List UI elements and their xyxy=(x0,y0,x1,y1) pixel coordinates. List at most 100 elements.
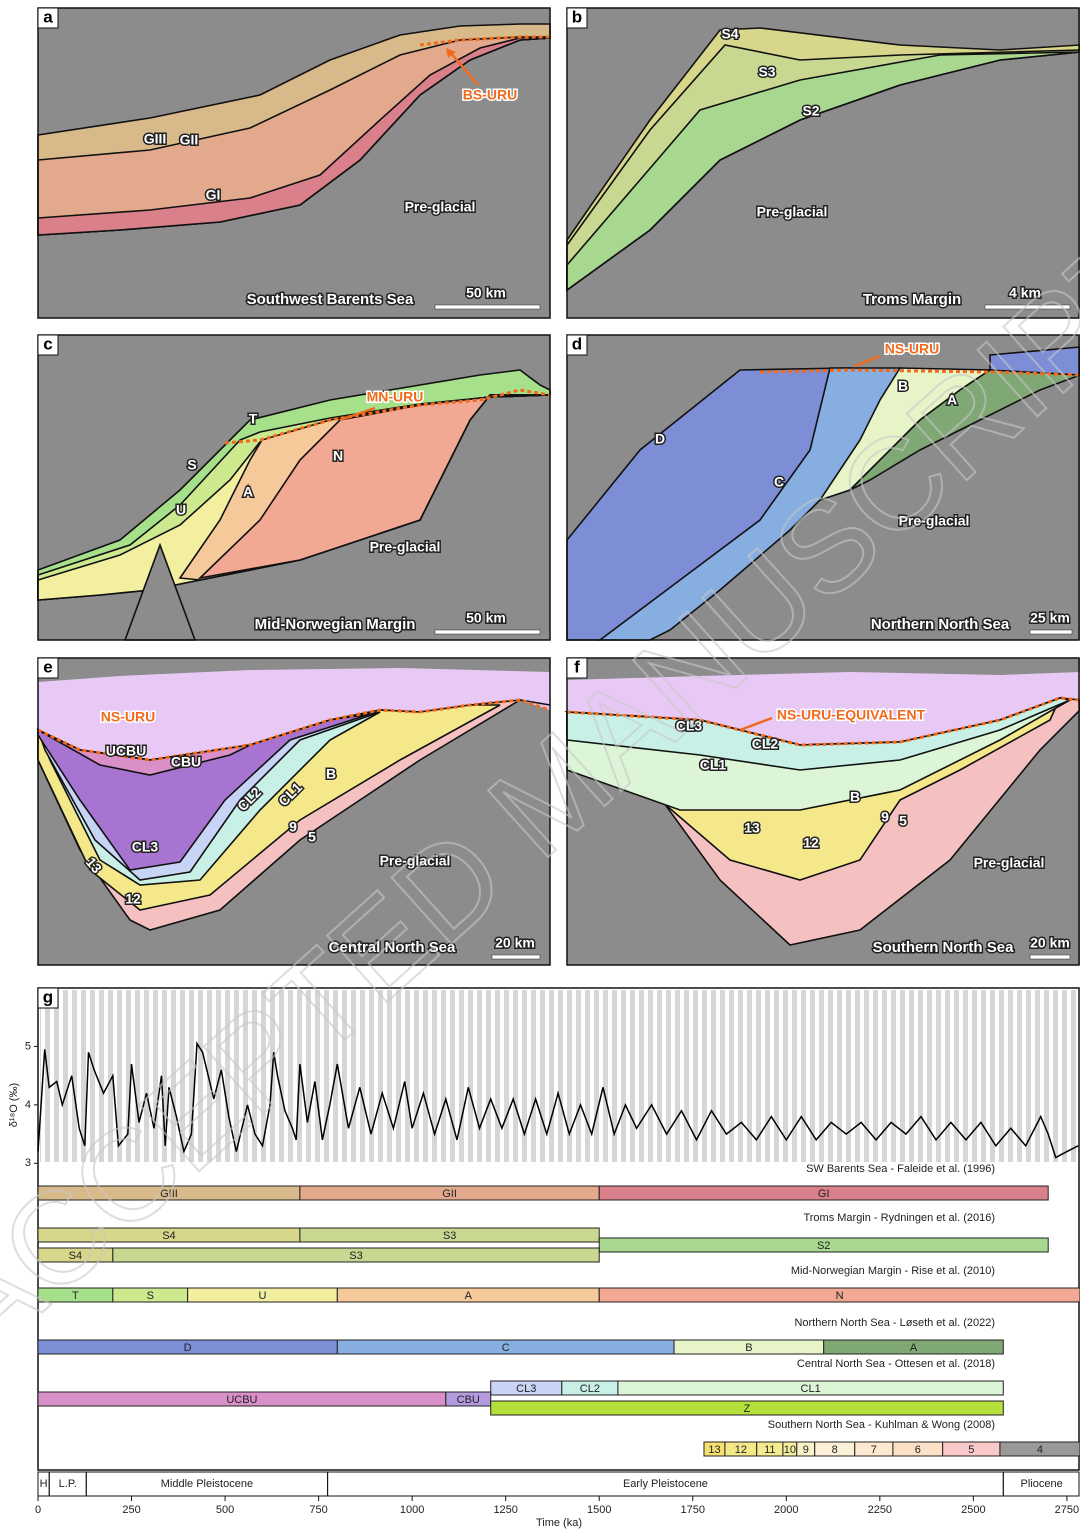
unit-bar-label: C xyxy=(502,1342,510,1354)
x-tick-label: 500 xyxy=(216,1504,234,1516)
unit-bar-label: 12 xyxy=(735,1444,747,1456)
x-tick-label: 2500 xyxy=(961,1504,985,1516)
x-tick-label: 1000 xyxy=(400,1504,424,1516)
unit-label: CL1 xyxy=(700,757,727,773)
panel-letter: b xyxy=(572,7,582,26)
scale-label: 20 km xyxy=(1030,935,1070,951)
region-label: Northern North Sea xyxy=(871,616,1010,633)
unit-label: GIII xyxy=(144,131,167,147)
unit-bar-label: A xyxy=(910,1342,918,1354)
unit-bar-label: B xyxy=(745,1342,752,1354)
unit-label: B xyxy=(326,766,336,782)
x-tick-label: 2250 xyxy=(868,1504,892,1516)
unit-label: CBU xyxy=(171,754,201,770)
panel-letter: g xyxy=(43,987,53,1006)
unit-bar-label: 11 xyxy=(764,1444,775,1456)
unit-bar-label: CL2 xyxy=(580,1383,600,1395)
unit-bar-label: GI xyxy=(818,1188,830,1200)
unit-label: Pre-glacial xyxy=(974,855,1045,871)
panel-a: a GIII GII GI Pre-glacial BS-URU Southwe… xyxy=(38,7,550,318)
stratigraphy-caption: Southern North Sea - Kuhlman & Wong (200… xyxy=(768,1419,995,1431)
unit-label: CL2 xyxy=(752,736,779,752)
x-tick-label: 250 xyxy=(122,1504,140,1516)
unit-bar-label: 7 xyxy=(871,1444,877,1456)
stratigraphy-caption: Mid-Norwegian Margin - Rise et al. (2010… xyxy=(791,1265,995,1277)
panel-c: c T S U A N Pre-glacial MN-URU Mid-Norwe… xyxy=(38,334,550,640)
surface-label: NS-URU-EQUIVALENT xyxy=(777,707,926,723)
unit-bar-label: 5 xyxy=(968,1444,974,1456)
unit-bar-label: 9 xyxy=(803,1444,809,1456)
unit-label: UCBU xyxy=(106,743,146,759)
unit-bar-label: D xyxy=(184,1342,192,1354)
unit-label: 12 xyxy=(125,891,141,907)
epoch-label: Early Pleistocene xyxy=(623,1478,708,1490)
unit-label: 5 xyxy=(899,813,907,829)
stratigraphy-caption: Central North Sea - Ottesen et al. (2018… xyxy=(797,1358,995,1370)
unit-label: 9 xyxy=(289,819,297,835)
y-tick-label: 4 xyxy=(25,1099,31,1111)
panel-letter: d xyxy=(572,334,582,353)
panel-letter: c xyxy=(43,334,52,353)
scale-label: 25 km xyxy=(1030,610,1070,626)
unit-label: GI xyxy=(206,187,221,203)
unit-bar-label: 13 xyxy=(708,1444,720,1456)
unit-bar-label: 10 xyxy=(784,1444,796,1456)
page: a GIII GII GI Pre-glacial BS-URU Southwe… xyxy=(0,0,1080,1531)
epoch-label: Middle Pleistocene xyxy=(161,1478,253,1490)
x-axis-label: Time (ka) xyxy=(536,1517,582,1529)
unit-label: T xyxy=(249,411,258,427)
y-axis-label: δ¹⁸O (‰) xyxy=(8,1083,20,1127)
unit-label: CL3 xyxy=(132,839,159,855)
x-tick-label: 2750 xyxy=(1055,1504,1079,1516)
unit-bar-label: S3 xyxy=(349,1250,362,1262)
unit-bar-label: UCBU xyxy=(226,1394,257,1406)
surface-label: NS-URU xyxy=(101,709,155,725)
surface-label: BS-URU xyxy=(463,87,517,103)
unit-bar-label: N xyxy=(836,1290,844,1302)
unit-label: 12 xyxy=(803,835,819,851)
region-label: Southern North Sea xyxy=(873,939,1015,956)
y-tick-label: 5 xyxy=(25,1040,31,1052)
region-label: Mid-Norwegian Margin xyxy=(255,616,416,633)
unit-bar-label: Z xyxy=(744,1403,751,1415)
unit-label: 5 xyxy=(308,829,316,845)
unit-bar-label: S xyxy=(147,1290,154,1302)
unit-bar-label: 4 xyxy=(1037,1444,1043,1456)
unit-bar-label: GII xyxy=(442,1188,457,1200)
unit-label: 13 xyxy=(744,820,760,836)
stratigraphy-caption: Northern North Sea - Løseth et al. (2022… xyxy=(794,1317,995,1329)
epoch-label: L.P. xyxy=(59,1478,77,1490)
scale-label: 20 km xyxy=(495,935,535,951)
unit-label: Pre-glacial xyxy=(405,199,476,215)
scale-label: 50 km xyxy=(466,285,506,301)
unit-label: N xyxy=(333,448,343,464)
unit-label: S xyxy=(187,457,196,473)
stratigraphy-caption: SW Barents Sea - Faleide et al. (1996) xyxy=(806,1163,995,1175)
x-tick-label: 2000 xyxy=(774,1504,798,1516)
unit-label: Pre-glacial xyxy=(370,539,441,555)
unit-label: GII xyxy=(180,132,199,148)
unit-bar-label: S2 xyxy=(817,1240,830,1252)
region-label: Southwest Barents Sea xyxy=(247,291,414,308)
figure: a GIII GII GI Pre-glacial BS-URU Southwe… xyxy=(0,0,1080,1531)
stratigraphy-caption: Troms Margin - Rydningen et al. (2016) xyxy=(803,1212,995,1224)
unit-bar-label: CL1 xyxy=(801,1383,821,1395)
unit-label: D xyxy=(655,431,665,447)
x-tick-label: 1250 xyxy=(493,1504,517,1516)
unit-bar-label: S3 xyxy=(443,1230,456,1242)
unit-bar-label: 8 xyxy=(832,1444,838,1456)
region-label: Troms Margin xyxy=(863,291,961,308)
epoch-label: H xyxy=(40,1478,48,1490)
epoch-label: Pliocene xyxy=(1021,1478,1063,1490)
unit-label: A xyxy=(243,484,253,500)
unit-label: B xyxy=(850,789,860,805)
x-tick-label: 1750 xyxy=(681,1504,705,1516)
x-tick-label: 0 xyxy=(35,1504,41,1516)
unit-bar-label: CBU xyxy=(457,1394,480,1406)
unit-label: S4 xyxy=(721,26,738,42)
unit-bar-label: 6 xyxy=(915,1444,921,1456)
unit-label: U xyxy=(176,502,186,518)
unit-bar-label: U xyxy=(259,1290,267,1302)
x-tick-label: 750 xyxy=(309,1504,327,1516)
unit-label: S3 xyxy=(758,64,775,80)
